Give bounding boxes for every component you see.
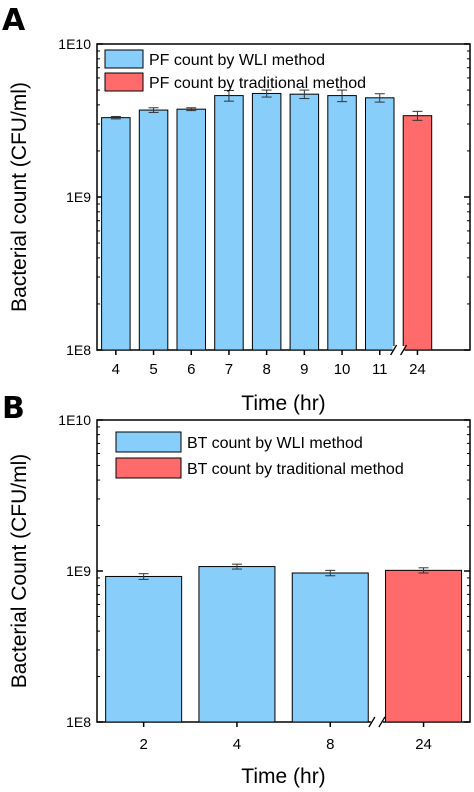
bar <box>385 569 463 723</box>
x-tick-label: 8 <box>326 736 334 753</box>
chart-panel-a: 1E8 1E9 1E10 4 5 6 7 8 9 10 11 24 PF count by WLI me… <box>8 36 471 415</box>
y-axis-title: Bacterial count (CFU/ml) <box>8 82 31 312</box>
bar <box>138 109 169 351</box>
bar <box>291 572 369 723</box>
bar <box>289 93 320 351</box>
x-tick-label: 5 <box>149 361 157 378</box>
panel-a-label: A <box>2 3 26 38</box>
x-tick-label: 11 <box>372 361 388 378</box>
legend-swatch <box>115 431 182 453</box>
bar <box>198 566 276 723</box>
bar <box>402 115 433 351</box>
x-tick-label: 7 <box>225 361 233 378</box>
axis-break-mark <box>368 716 376 728</box>
bar <box>214 95 244 351</box>
y-tick-label: 1E10 <box>58 412 91 428</box>
x-tick-label: 10 <box>334 361 351 378</box>
legend-swatch <box>104 49 144 69</box>
axis-break-gap <box>370 718 383 726</box>
x-tick-label: 8 <box>262 361 270 378</box>
x-tick-label: 4 <box>233 736 241 753</box>
axis-break-mark <box>400 344 408 356</box>
x-tick-label: 2 <box>139 736 147 753</box>
x-axis-title: Time (hr) <box>241 392 325 415</box>
x-tick-label: 24 <box>409 361 426 378</box>
bar <box>101 117 131 351</box>
legend-swatch <box>115 457 182 479</box>
legend-label: PF count by traditional method <box>149 75 366 92</box>
legend-label: PF count by WLI method <box>149 52 325 69</box>
x-tick-label: 9 <box>300 361 308 378</box>
panel-b-label: B <box>2 391 25 426</box>
bar <box>105 575 183 723</box>
axis-break-gap <box>392 346 405 354</box>
y-tick-label: 1E8 <box>66 342 91 358</box>
y-tick-label: 1E10 <box>58 36 91 52</box>
y-tick-label: 1E9 <box>66 189 91 205</box>
x-tick-label: 4 <box>112 361 120 378</box>
legend-label: BT count by WLI method <box>187 435 363 452</box>
legend-swatch <box>104 72 144 92</box>
axis-break-mark <box>378 716 386 728</box>
legend-label: BT count by traditional method <box>187 461 404 478</box>
axis-break-mark <box>390 344 398 356</box>
x-tick-label: 6 <box>187 361 195 378</box>
x-tick-label: 24 <box>415 736 432 753</box>
y-axis-title: Bacterial Count (CFU/ml) <box>8 454 31 689</box>
y-tick-label: 1E9 <box>66 563 91 579</box>
bar <box>251 92 282 351</box>
bar <box>365 97 395 351</box>
y-tick-label: 1E8 <box>66 714 91 730</box>
bar <box>176 108 206 351</box>
x-axis-title: Time (hr) <box>241 765 325 788</box>
bar <box>327 95 357 351</box>
